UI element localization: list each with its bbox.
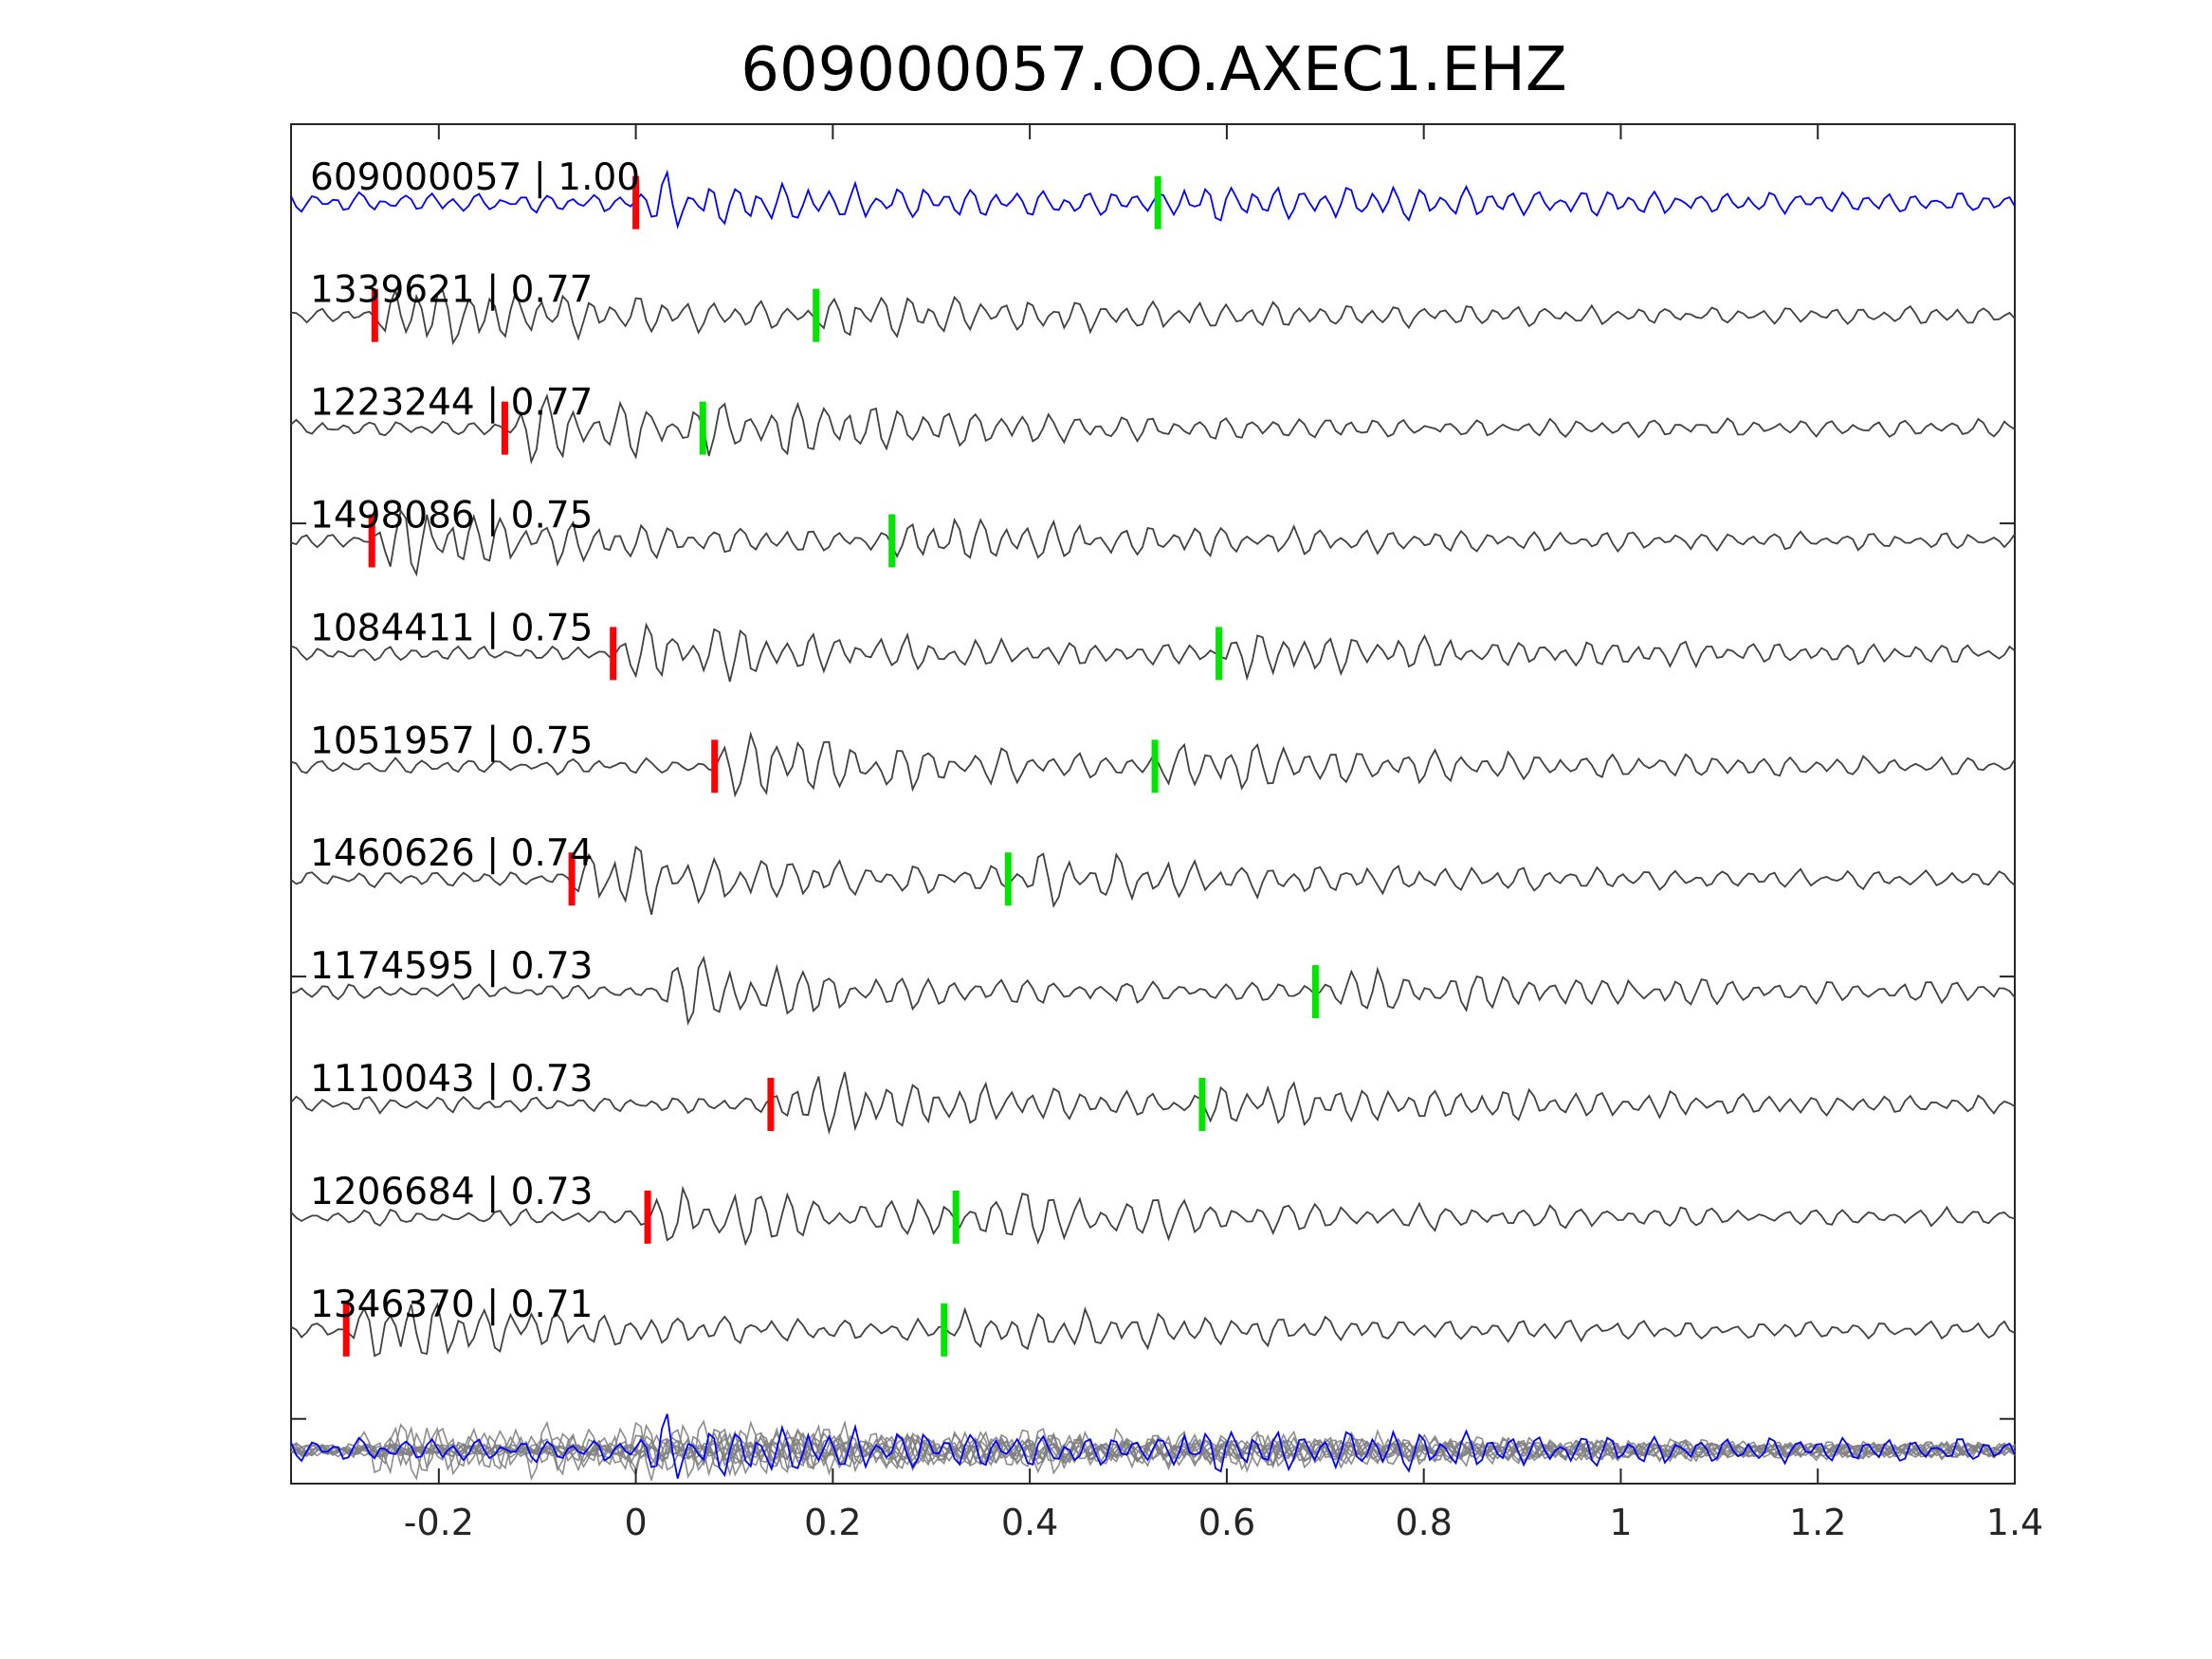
trace-label-4: 1084411 | 0.75 xyxy=(310,607,593,649)
trace-label-7: 1174595 | 0.73 xyxy=(310,945,593,988)
trace-label-9: 1206684 | 0.73 xyxy=(310,1171,593,1213)
trace-label-10: 1346370 | 0.71 xyxy=(310,1284,593,1326)
trace-line-9 xyxy=(290,1185,2016,1247)
trace-label-6: 1460626 | 0.74 xyxy=(310,832,593,875)
trace-line-3 xyxy=(290,508,2016,577)
trace-label-5: 1051957 | 0.75 xyxy=(310,720,593,762)
stack-trace-6 xyxy=(290,1421,2016,1481)
trace-line-4 xyxy=(290,622,2016,683)
trace-line-6 xyxy=(290,845,2016,916)
trace-label-2: 1223244 | 0.77 xyxy=(310,382,593,425)
plot-area-frame xyxy=(290,123,2016,1485)
x-tick-label-7: 1.2 xyxy=(1789,1502,1846,1543)
chart-title: 609000057.OO.AXEC1.EHZ xyxy=(740,35,1567,105)
labels-layer: 609000057 | 1.00 1339621 | 0.77 1223244 | … xyxy=(310,156,640,1326)
trace-label-1: 1339621 | 0.77 xyxy=(310,269,593,312)
stack-layer xyxy=(290,1413,2016,1482)
trace-label-3: 1498086 | 0.75 xyxy=(310,495,593,538)
x-axis: -0.2 0 0.2 0.4 0.6 0.8 1 1.2 1.4 xyxy=(291,124,2043,1543)
x-tick-label-2: 0.2 xyxy=(804,1502,861,1543)
trace-label-8: 1110043 | 0.73 xyxy=(310,1058,593,1101)
x-tick-label-1: 0 xyxy=(625,1502,648,1543)
x-tick-label-3: 0.4 xyxy=(1001,1502,1058,1543)
x-tick-label-6: 1 xyxy=(1609,1502,1632,1543)
stack-trace-10 xyxy=(290,1425,2016,1474)
x-tick-label-4: 0.6 xyxy=(1198,1502,1255,1543)
x-tick-label-0: -0.2 xyxy=(404,1502,474,1543)
trace-line-0 xyxy=(290,169,2016,229)
picks-layer xyxy=(342,175,1319,1357)
trace-line-2 xyxy=(290,392,2016,465)
x-tick-label-8: 1.4 xyxy=(1986,1502,2043,1543)
stack-template-trace xyxy=(290,1413,2016,1479)
x-tick-label-5: 0.8 xyxy=(1395,1502,1452,1543)
trace-line-10 xyxy=(290,1302,2016,1358)
trace-line-7 xyxy=(290,955,2016,1026)
trace-label-0: 609000057 | 1.00 xyxy=(310,156,640,199)
trace-line-1 xyxy=(290,286,2016,346)
stack-trace-9 xyxy=(290,1423,2016,1475)
trace-line-8 xyxy=(290,1071,2016,1136)
